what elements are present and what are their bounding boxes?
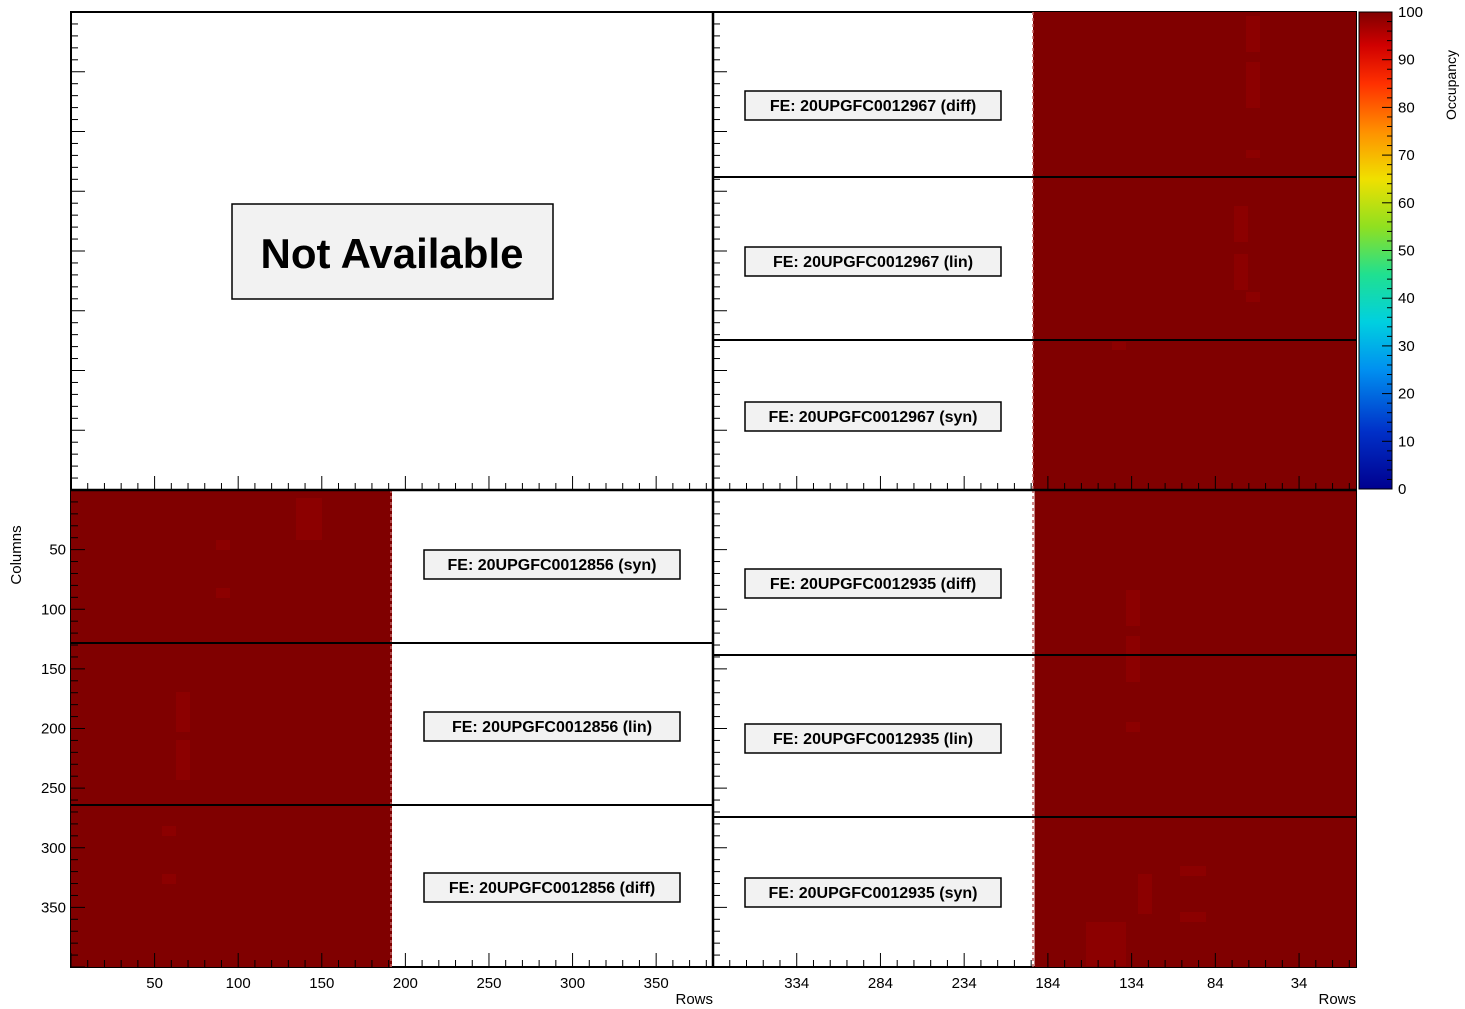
x-tick-label: 350 [644,975,669,992]
svg-text:FE: 20UPGFC0012935 (diff): FE: 20UPGFC0012935 (diff) [770,576,976,593]
fe-label-bottom-left-0: FE: 20UPGFC0012856 (syn) [423,549,681,580]
heatmap-spot [1180,866,1206,876]
x-tick-label: 300 [560,975,585,992]
x-tick-label: 100 [226,975,251,992]
svg-text:FE: 20UPGFC0012935 (lin): FE: 20UPGFC0012935 (lin) [773,731,973,748]
x-tick-label: 150 [309,975,334,992]
x-tick-label: 34 [1291,975,1308,992]
heatmap-spot [162,826,176,836]
colorbar-tick-label: 60 [1398,195,1415,212]
heatmap-spot [1246,150,1260,158]
heatmap-spot [1126,722,1140,732]
heatmap-spot [1234,254,1248,290]
heatmap-spot [1234,206,1248,242]
x-tick-label: 284 [868,975,893,992]
not-available-text: Not Available [261,230,524,277]
fe-label-top-right-2: FE: 20UPGFC0012967 (syn) [744,401,1002,432]
colorbar-tick-label: 70 [1398,147,1415,164]
svg-text:FE: 20UPGFC0012856 (syn): FE: 20UPGFC0012856 (syn) [448,557,657,574]
fe-label-top-right-1: FE: 20UPGFC0012967 (lin) [744,246,1002,277]
x-tick-label: 134 [1119,975,1144,992]
y-tick-label: 250 [41,780,66,797]
heatmap-spot [1086,922,1126,966]
colorbar-ticks: 0 10 20 30 40 50 60 70 80 90 100 [1358,4,1423,498]
x-tick-label: 50 [146,975,163,992]
y-axis-title: Columns [8,525,25,584]
heatmap-spot [1126,590,1140,626]
heatmap-spot [1112,342,1126,350]
colorbar-frame [1358,11,1393,490]
x-tick-label: 234 [952,975,977,992]
x-tick-label: 250 [476,975,501,992]
colorbar-tick-label: 0 [1398,481,1406,498]
colorbar-tick-label: 50 [1398,243,1415,260]
axis-ticks: 50 100 150 200 250 300 350 50 100 150 200 250 300 350… [41,11,1350,992]
heatmap-spot [162,874,176,884]
colorbar-tick-label: 100 [1398,4,1423,21]
svg-text:FE: 20UPGFC0012967 (syn): FE: 20UPGFC0012967 (syn) [769,409,978,426]
fe-label-bottom-right-0: FE: 20UPGFC0012935 (diff) [744,568,1002,599]
y-tick-label: 50 [49,542,66,559]
fe-label-bottom-right-1: FE: 20UPGFC0012935 (lin) [744,723,1002,754]
svg-text:FE: 20UPGFC0012935 (syn): FE: 20UPGFC0012935 (syn) [769,885,978,902]
heatmap-spot [1180,912,1206,922]
fe-label-top-right-0: FE: 20UPGFC0012967 (diff) [744,90,1002,121]
x-tick-label: 84 [1207,975,1224,992]
heatmap-spot [1126,636,1140,682]
y-tick-label: 350 [41,899,66,916]
svg-text:FE: 20UPGFC0012967 (lin): FE: 20UPGFC0012967 (lin) [773,254,973,271]
colorbar-tick-label: 90 [1398,52,1415,69]
heatmap-fill-top-right [1033,12,1356,490]
colorbar-tick-label: 30 [1398,338,1415,355]
heatmap-spot [1138,874,1152,914]
heatmap-spot [176,692,190,732]
heatmap-spot [216,588,230,598]
colorbar-label: Occupancy [1443,50,1459,120]
x-tick-label: 200 [393,975,418,992]
y-tick-label: 300 [41,840,66,857]
svg-text:FE: 20UPGFC0012856 (diff): FE: 20UPGFC0012856 (diff) [449,880,655,897]
heatmap-spot [1246,62,1260,108]
y-tick-label: 150 [41,661,66,678]
heatmap-spot [216,540,230,550]
colorbar-tick-label: 40 [1398,290,1415,307]
heatmap-spot [176,740,190,780]
heatmap-fill-bottom-left [71,490,392,967]
fe-label-bottom-right-2: FE: 20UPGFC0012935 (syn) [744,877,1002,908]
fe-label-bottom-left-1: FE: 20UPGFC0012856 (lin) [423,711,681,742]
heatmap-spot [296,498,322,540]
colorbar-tick-label: 80 [1398,99,1415,116]
heatmap-spot [1246,292,1260,302]
x-tick-label: 184 [1035,975,1060,992]
svg-text:FE: 20UPGFC0012967 (diff): FE: 20UPGFC0012967 (diff) [770,98,976,115]
svg-text:FE: 20UPGFC0012856 (lin): FE: 20UPGFC0012856 (lin) [452,719,652,736]
heatmap-layer [71,12,1356,967]
not-available-box: Not Available [231,203,554,300]
heatmap-spot [1246,16,1260,52]
y-tick-label: 100 [41,601,66,618]
colorbar-tick-label: 10 [1398,433,1415,450]
x-axis-title-left: Rows [675,991,713,1008]
x-tick-label: 334 [784,975,809,992]
y-tick-label: 200 [41,721,66,738]
heatmap-fill-bottom-right [1034,490,1356,967]
x-axis-title-right: Rows [1318,991,1356,1008]
colorbar-tick-label: 20 [1398,386,1415,403]
fe-label-bottom-left-2: FE: 20UPGFC0012856 (diff) [423,872,681,903]
